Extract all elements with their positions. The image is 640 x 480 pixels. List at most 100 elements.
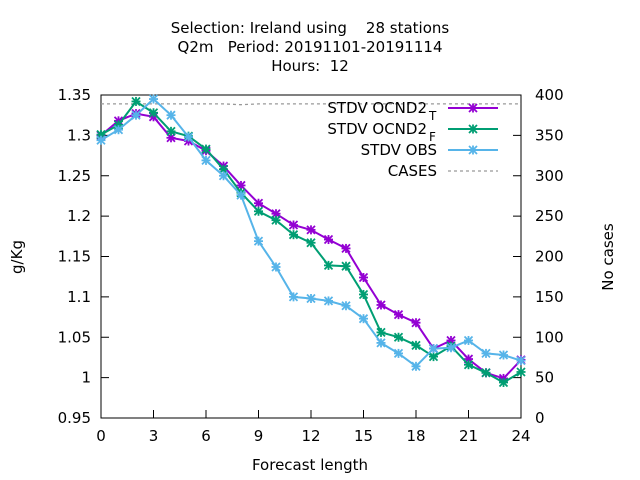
series-line	[101, 103, 521, 106]
x-tick-label: 12	[301, 427, 320, 445]
data-point	[428, 351, 439, 362]
y-tick-label: 1.05	[58, 328, 91, 346]
x-tick-label: 6	[201, 427, 211, 445]
data-point	[341, 261, 351, 271]
y-tick-label: 1.2	[67, 207, 91, 225]
data-point	[113, 125, 124, 135]
data-point	[463, 360, 474, 370]
data-point	[498, 377, 509, 388]
y-tick-label: 1.3	[67, 126, 91, 144]
legend-marker	[468, 124, 478, 134]
data-point	[271, 262, 281, 272]
data-point	[411, 361, 421, 371]
legend-subscript: T	[428, 109, 437, 123]
y2-tick-label: 100	[535, 328, 564, 346]
data-point	[481, 348, 491, 359]
data-point	[516, 367, 526, 377]
data-point	[253, 198, 264, 208]
data-point	[498, 350, 509, 360]
data-point	[341, 301, 351, 311]
data-point	[166, 126, 176, 136]
data-point	[288, 292, 299, 302]
data-point	[516, 356, 526, 366]
data-point	[376, 300, 386, 310]
legend-entry-3: STDV OBS	[361, 141, 498, 159]
y2-axis-label: No cases	[599, 223, 617, 291]
y-tick-label: 1.1	[67, 288, 91, 306]
legend-entry-1: STDV OCND2 T	[327, 99, 498, 123]
data-point	[218, 171, 229, 181]
data-point	[393, 310, 404, 320]
y-tick-label: 1.35	[58, 86, 91, 104]
y-tick-label: 1	[81, 369, 91, 387]
legend-label: STDV OBS	[361, 141, 437, 159]
y2-tick-label: 150	[535, 288, 564, 306]
data-point	[253, 206, 264, 216]
data-point	[288, 230, 299, 240]
data-point	[201, 144, 211, 154]
data-point	[358, 289, 369, 300]
data-point	[376, 338, 386, 348]
legend-marker	[468, 103, 478, 113]
legend-label: STDV OCND2	[327, 120, 427, 138]
data-point	[481, 368, 491, 378]
data-point	[183, 132, 194, 142]
y2-tick-label: 350	[535, 126, 564, 144]
y-axis-label: g/Kg	[8, 240, 26, 274]
data-point	[306, 293, 316, 304]
data-point	[323, 296, 334, 306]
x-tick-label: 9	[254, 427, 264, 445]
series-2	[96, 96, 526, 388]
legend-label: STDV OCND2	[327, 99, 427, 117]
series-layer	[96, 94, 526, 388]
data-point	[253, 236, 264, 246]
legend-label: CASES	[388, 162, 437, 180]
legend-entry-2: STDV OCND2 F	[327, 120, 498, 144]
data-point	[463, 335, 474, 346]
data-point	[306, 238, 316, 248]
data-point	[131, 110, 141, 120]
data-point	[271, 215, 281, 225]
plot-frame	[100, 94, 522, 419]
data-point	[376, 327, 386, 338]
y-tick-label: 0.95	[58, 409, 91, 427]
x-tick-label: 21	[459, 427, 478, 445]
data-point	[428, 343, 439, 354]
data-point	[393, 332, 404, 342]
y-tick-label: 1.15	[58, 248, 91, 266]
y2-tick-label: 250	[535, 207, 564, 225]
y2-tick-label: 0	[535, 409, 545, 427]
series-4	[101, 103, 521, 106]
y2-tick-label: 200	[535, 248, 564, 266]
legend-subscript: F	[429, 130, 436, 144]
data-point	[148, 94, 159, 104]
data-point	[131, 96, 141, 107]
title-line-2: Q2m Period: 20191101-20191114	[178, 38, 443, 56]
series-3	[96, 94, 526, 371]
x-tick-label: 0	[96, 427, 106, 445]
data-point	[306, 225, 316, 235]
x-tick-label: 15	[354, 427, 373, 445]
axes: 0.9511.051.11.151.21.251.31.350501001502…	[8, 86, 617, 474]
data-point	[288, 220, 299, 230]
title-line-1: Selection: Ireland using 28 stations	[171, 19, 450, 37]
y2-tick-label: 300	[535, 167, 564, 185]
x-tick-label: 3	[149, 427, 159, 445]
data-point	[148, 108, 159, 118]
data-point	[446, 343, 456, 353]
data-point	[358, 272, 369, 283]
legend-marker	[468, 145, 478, 155]
data-point	[411, 340, 421, 350]
title-line-3: Hours: 12	[271, 57, 349, 75]
data-point	[166, 110, 176, 120]
y-tick-label: 1.25	[58, 167, 91, 185]
data-point	[341, 243, 351, 254]
y2-tick-label: 400	[535, 86, 564, 104]
data-point	[358, 314, 369, 324]
y2-tick-label: 50	[535, 369, 554, 387]
data-point	[201, 155, 211, 166]
x-axis-label: Forecast length	[252, 456, 368, 474]
data-point	[323, 260, 334, 271]
